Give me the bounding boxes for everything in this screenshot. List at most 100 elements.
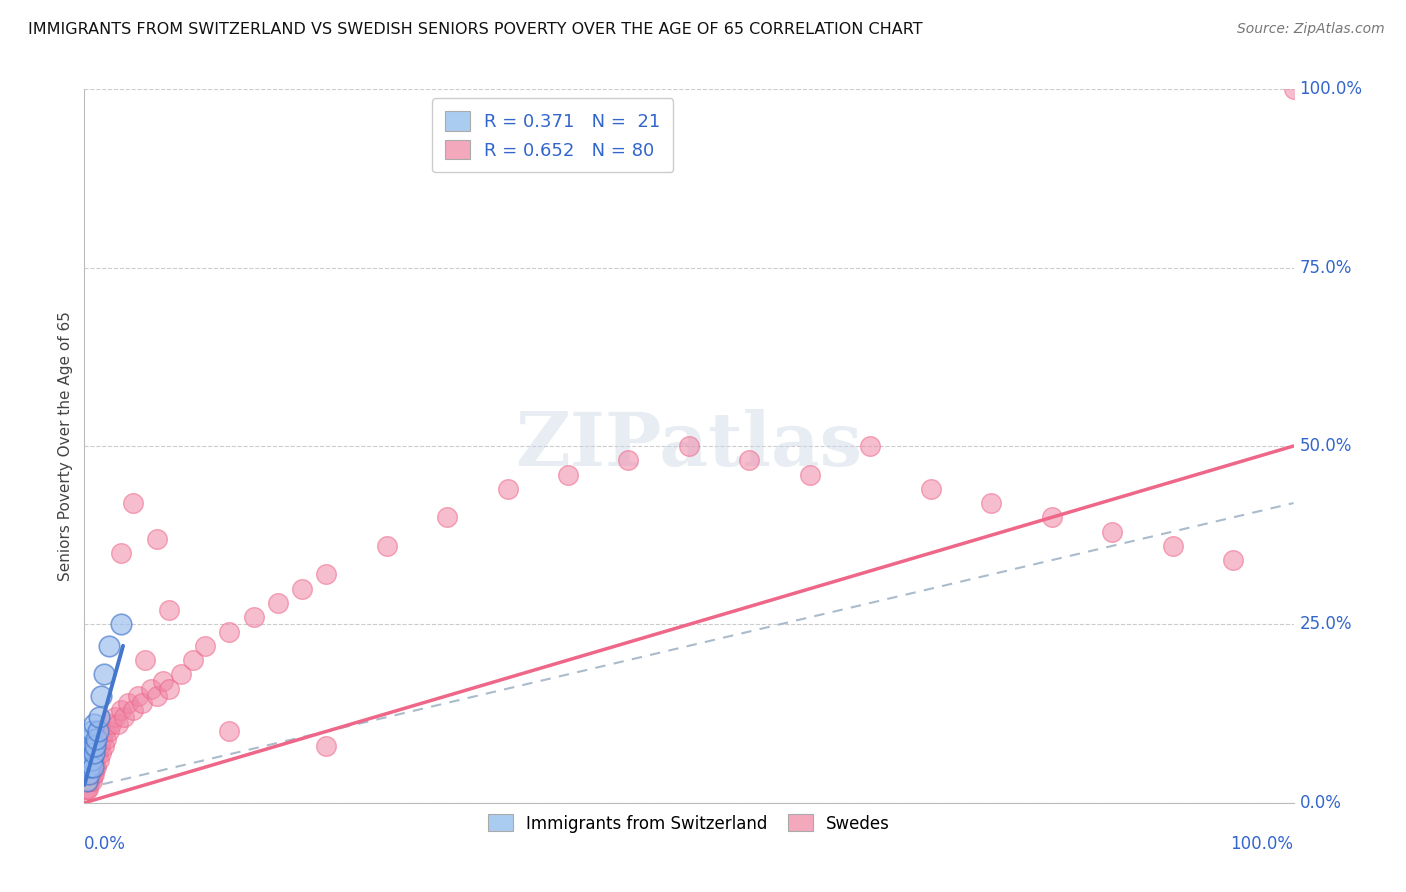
Point <box>738 453 761 467</box>
Point <box>146 689 169 703</box>
Point <box>146 532 169 546</box>
Point <box>83 753 105 767</box>
Point <box>77 760 100 774</box>
Point <box>77 767 100 781</box>
Point <box>127 689 149 703</box>
Text: 25.0%: 25.0% <box>1299 615 1353 633</box>
Text: ZIPatlas: ZIPatlas <box>516 409 862 483</box>
Point <box>181 653 204 667</box>
Text: 100.0%: 100.0% <box>1230 835 1294 853</box>
Point <box>83 746 105 760</box>
Point <box>76 774 98 789</box>
Y-axis label: Seniors Poverty Over the Age of 65: Seniors Poverty Over the Age of 65 <box>58 311 73 581</box>
Point <box>91 731 114 746</box>
Text: 0.0%: 0.0% <box>84 835 127 853</box>
Point <box>86 739 108 753</box>
Point <box>86 724 108 739</box>
Point <box>76 774 98 789</box>
Point <box>77 781 100 796</box>
Point <box>84 760 107 774</box>
Point <box>93 739 115 753</box>
Point <box>557 467 579 482</box>
Point <box>121 703 143 717</box>
Point <box>218 724 240 739</box>
Point <box>77 767 100 781</box>
Point <box>678 439 700 453</box>
Point <box>859 439 882 453</box>
Point <box>496 482 519 496</box>
Point <box>75 781 97 796</box>
Point <box>799 467 821 482</box>
Point <box>170 667 193 681</box>
Point <box>131 696 153 710</box>
Point <box>80 753 103 767</box>
Point <box>80 724 103 739</box>
Point <box>82 767 104 781</box>
Point <box>104 710 127 724</box>
Point <box>80 753 103 767</box>
Point <box>157 603 180 617</box>
Point <box>79 760 101 774</box>
Point <box>315 567 337 582</box>
Point <box>82 760 104 774</box>
Point <box>79 760 101 774</box>
Point <box>87 753 110 767</box>
Point <box>110 546 132 560</box>
Text: 0.0%: 0.0% <box>1299 794 1341 812</box>
Legend: Immigrants from Switzerland, Swedes: Immigrants from Switzerland, Swedes <box>479 806 898 841</box>
Point <box>77 774 100 789</box>
Point <box>86 760 108 774</box>
Point <box>1161 539 1184 553</box>
Point <box>194 639 217 653</box>
Point <box>94 731 117 746</box>
Point <box>436 510 458 524</box>
Point <box>90 746 112 760</box>
Point <box>97 639 120 653</box>
Point <box>82 739 104 753</box>
Point <box>77 739 100 753</box>
Point <box>1282 82 1305 96</box>
Point <box>152 674 174 689</box>
Point <box>93 667 115 681</box>
Point <box>84 739 107 753</box>
Point <box>110 617 132 632</box>
Point <box>1222 553 1244 567</box>
Text: 75.0%: 75.0% <box>1299 259 1353 277</box>
Point <box>76 781 98 796</box>
Point <box>100 717 122 731</box>
Point <box>83 767 105 781</box>
Text: 100.0%: 100.0% <box>1299 80 1362 98</box>
Text: IMMIGRANTS FROM SWITZERLAND VS SWEDISH SENIORS POVERTY OVER THE AGE OF 65 CORREL: IMMIGRANTS FROM SWITZERLAND VS SWEDISH S… <box>28 22 922 37</box>
Point <box>94 724 117 739</box>
Point <box>112 710 135 724</box>
Point <box>1040 510 1063 524</box>
Point <box>79 731 101 746</box>
Point <box>79 774 101 789</box>
Point <box>80 774 103 789</box>
Point <box>121 496 143 510</box>
Point <box>110 703 132 717</box>
Text: 50.0%: 50.0% <box>1299 437 1353 455</box>
Point <box>76 767 98 781</box>
Point <box>84 746 107 760</box>
Point <box>83 739 105 753</box>
Point <box>291 582 314 596</box>
Text: Source: ZipAtlas.com: Source: ZipAtlas.com <box>1237 22 1385 37</box>
Point <box>77 767 100 781</box>
Point <box>77 746 100 760</box>
Point <box>139 681 162 696</box>
Point <box>920 482 942 496</box>
Point <box>82 746 104 760</box>
Point <box>83 717 105 731</box>
Point <box>80 767 103 781</box>
Point <box>117 696 139 710</box>
Point <box>617 453 640 467</box>
Point <box>89 739 111 753</box>
Point <box>77 774 100 789</box>
Point <box>980 496 1002 510</box>
Point <box>1101 524 1123 539</box>
Point <box>218 624 240 639</box>
Point <box>97 724 120 739</box>
Point <box>375 539 398 553</box>
Point <box>107 717 129 731</box>
